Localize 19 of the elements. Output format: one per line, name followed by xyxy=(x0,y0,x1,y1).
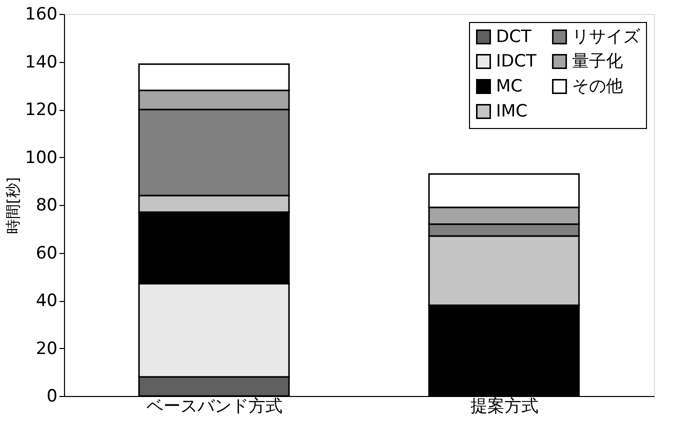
y-tick-label: 140 xyxy=(25,52,58,72)
legend-label: その他 xyxy=(572,76,623,96)
y-tick-label: 40 xyxy=(36,291,58,311)
x-tick-label: ベースバンド方式 xyxy=(146,396,282,416)
y-axis-title: 時間[秒] xyxy=(4,177,22,234)
y-tick-label: 60 xyxy=(36,243,58,264)
legend-label: IMC xyxy=(496,102,528,122)
legend-label: リサイズ xyxy=(572,26,641,47)
legend-label: 量子化 xyxy=(572,52,623,72)
y-tick-label: 160 xyxy=(25,4,58,24)
y-tick-label: 120 xyxy=(25,100,58,120)
y-tick-label: 100 xyxy=(25,148,58,168)
y-tick-label: 0 xyxy=(46,386,58,406)
legend-label: DCT xyxy=(496,26,532,47)
x-tick-label: 提案方式 xyxy=(470,396,538,416)
y-tick-label: 80 xyxy=(36,196,58,216)
legend-label: MC xyxy=(496,76,523,96)
legend-label: IDCT xyxy=(496,52,537,72)
y-tick-label: 20 xyxy=(36,338,58,359)
